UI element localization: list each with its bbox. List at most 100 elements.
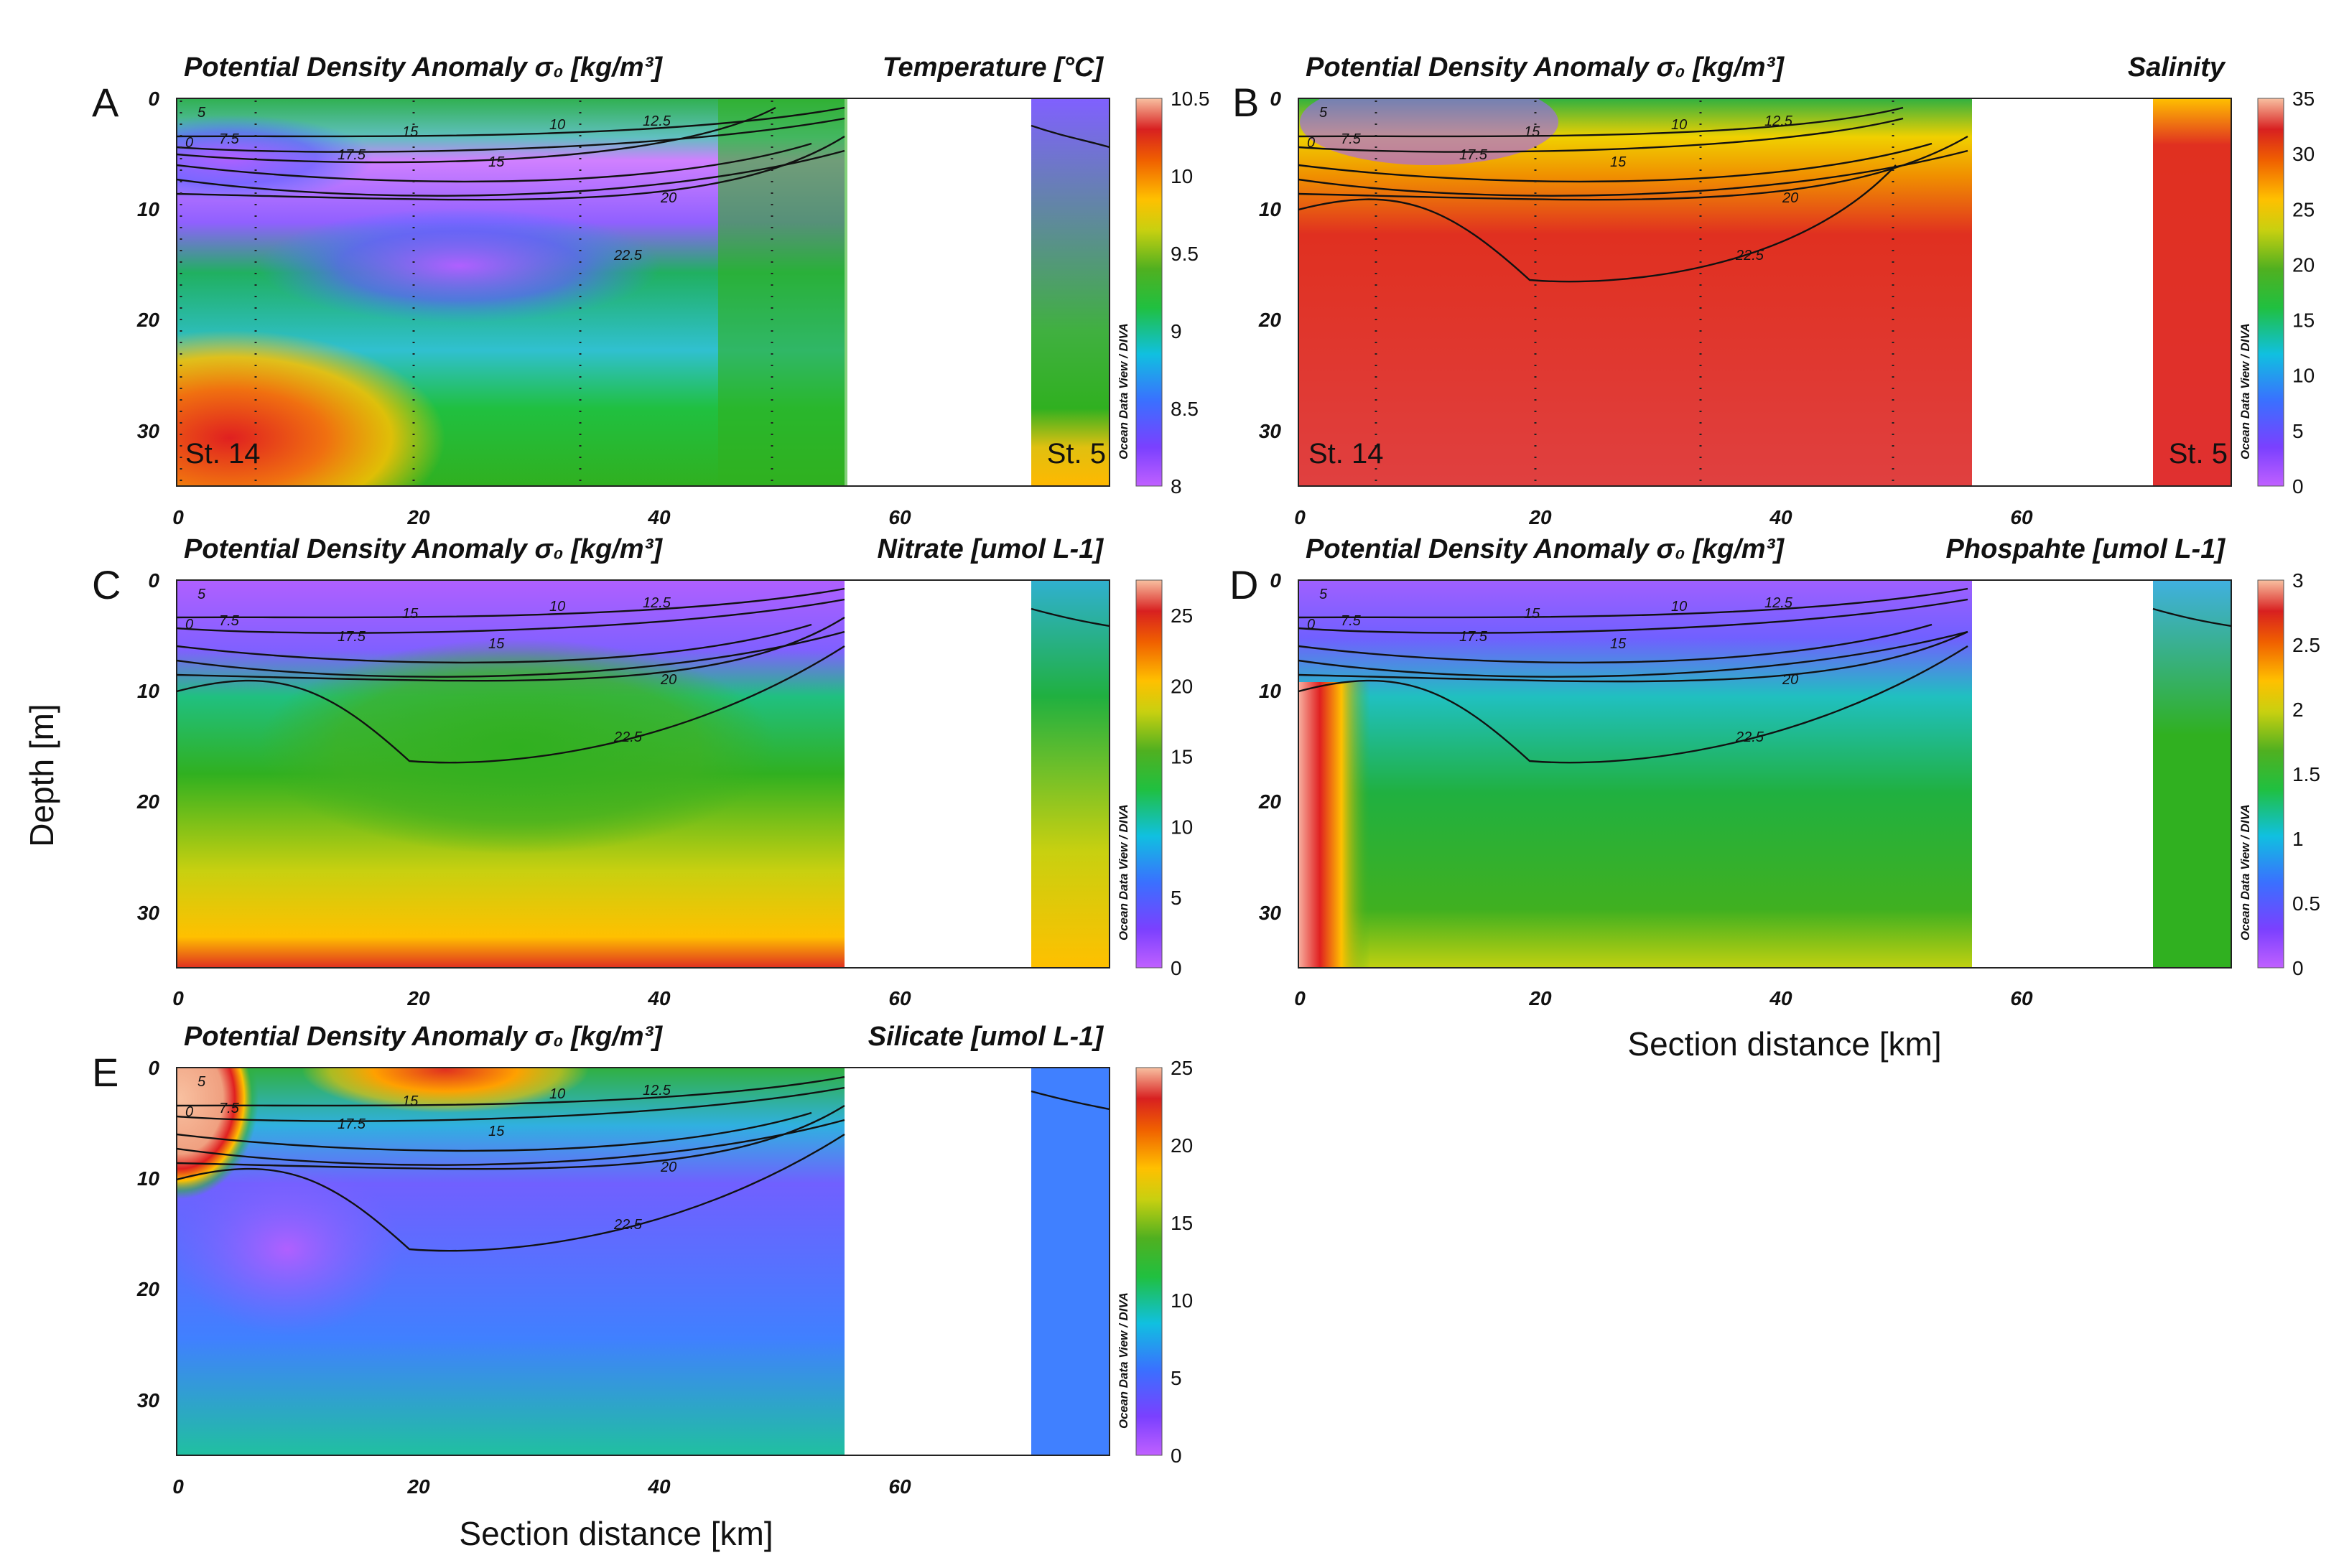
- colorbar-tick-label: 0: [1171, 957, 1182, 979]
- contour-label: 15: [488, 154, 505, 170]
- colorbar-ticks: 10.5 10 9.5 9 8.5 8: [1171, 88, 1210, 498]
- y-tick: 20: [1258, 309, 1282, 331]
- colorbar-tick-label: 10: [1171, 816, 1193, 839]
- contour-label: 10: [549, 117, 565, 133]
- colorbar-tick-label: 10: [2292, 365, 2315, 387]
- contour-label: 20: [1782, 190, 1798, 206]
- contour-label: 7.5: [219, 1101, 240, 1116]
- heatmap-field: [1298, 98, 2231, 486]
- x-tick: 40: [647, 1475, 671, 1498]
- contour-label: 12.5: [1764, 595, 1793, 611]
- x-tick: 60: [888, 1475, 911, 1498]
- station-left-label: St. 14: [185, 438, 261, 470]
- contour-label: 15: [1610, 154, 1627, 170]
- colorbar-tick-label: 20: [1171, 675, 1193, 697]
- panel-d: D Potential Density Anomaly σ₀ [kg/m³] P…: [1229, 534, 2320, 1009]
- contour-label: 5: [197, 1074, 206, 1090]
- watermark: Ocean Data View / DIVA: [2238, 804, 2252, 941]
- colorbar-tick-label: 25: [1171, 605, 1193, 627]
- y-tick: 10: [1259, 198, 1282, 220]
- x-tick: 0: [1294, 506, 1306, 528]
- panel-title-right: Temperature [°C]: [883, 52, 1104, 83]
- contour-label: 5: [197, 587, 206, 602]
- y-ticks: 0 10 20 30: [1258, 569, 1282, 924]
- colorbar-tick-label: 20: [1171, 1134, 1193, 1157]
- panel-title-right: Salinity: [2128, 52, 2226, 83]
- x-tick: 0: [172, 1475, 184, 1498]
- colorbar-tick-label: 5: [1171, 1367, 1182, 1389]
- contour-label: 12.5: [1764, 113, 1793, 129]
- y-tick: 10: [137, 680, 160, 702]
- panel-label: B: [1232, 80, 1259, 125]
- colorbar-gradient: [1135, 579, 1163, 969]
- contour-label: 22.5: [613, 1217, 643, 1233]
- y-tick: 0: [1270, 88, 1281, 110]
- contour-label: 7.5: [219, 131, 240, 147]
- x-tick: 40: [647, 987, 671, 1009]
- colorbar-tick-label: 35: [2292, 88, 2315, 110]
- contour-label: 15: [488, 636, 505, 652]
- y-tick: 30: [1259, 902, 1282, 924]
- x-tick: 0: [172, 506, 184, 528]
- y-tick: 30: [137, 1389, 160, 1411]
- contour-label: 10: [549, 599, 565, 615]
- x-ticks: 0 20 40 60: [172, 506, 911, 528]
- contour-label: 5: [1319, 587, 1328, 602]
- x-tick: 40: [647, 506, 671, 528]
- contours: [177, 587, 1110, 764]
- y-tick: 0: [148, 88, 159, 110]
- panel-title-left: Potential Density Anomaly σ₀ [kg/m³]: [1306, 52, 1785, 83]
- y-tick: 10: [1259, 680, 1282, 702]
- contour-label: 12.5: [643, 113, 671, 129]
- watermark: Ocean Data View / DIVA: [1117, 804, 1130, 941]
- colorbar-tick-label: 2.5: [2292, 634, 2320, 656]
- frame: [176, 579, 1110, 969]
- x-tick: 20: [406, 1475, 430, 1498]
- y-tick: 20: [136, 1278, 160, 1300]
- contour-label: 0: [1307, 135, 1315, 151]
- colorbar-tick-label: 5: [1171, 887, 1182, 909]
- contours: [177, 1075, 1110, 1252]
- contour-label: 12.5: [643, 1083, 671, 1098]
- contours: [1298, 587, 2231, 764]
- y-ticks: 0 10 20 30: [136, 1057, 160, 1411]
- contour-label: 22.5: [613, 248, 643, 263]
- x-tick: 20: [1528, 506, 1552, 528]
- contour-label: 17.5: [1459, 629, 1488, 645]
- contour-label: 22.5: [1735, 729, 1764, 745]
- station-right-label: St. 5: [1047, 438, 1106, 470]
- panel-e: E Potential Density Anomaly σ₀ [kg/m³] S…: [92, 1022, 1193, 1498]
- colorbar-tick-label: 15: [2292, 309, 2315, 332]
- colorbar-gradient: [1135, 98, 1163, 487]
- colorbar-tick-label: 0.5: [2292, 892, 2320, 915]
- x-axis-label-bottom: Section distance [km]: [459, 1515, 773, 1552]
- panel-c: C Potential Density Anomaly σ₀ [kg/m³] N…: [92, 534, 1193, 1009]
- contour-label: 20: [660, 672, 676, 688]
- panel-title-right: Phospahte [umol L-1]: [1946, 534, 2226, 564]
- colorbar-tick-label: 15: [1171, 745, 1193, 767]
- colorbar-ticks: 3 2.5 2 1.5 1 0.5 0: [2292, 569, 2320, 979]
- contour-label: 7.5: [219, 613, 240, 629]
- x-ticks: 0 20 40 60: [172, 987, 911, 1009]
- x-ticks: 0 20 40 60: [172, 1475, 911, 1498]
- panel-a: A Potential Density Anomaly σ₀ [kg/m³] T…: [92, 52, 1210, 528]
- x-tick: 60: [2010, 987, 2033, 1009]
- colorbar: 25 20 15 10 5 0 Ocean Data View / DIVA: [1117, 579, 1193, 979]
- contour-label: 15: [1524, 606, 1540, 622]
- x-ticks: 0 20 40 60: [1294, 987, 2033, 1009]
- contour-label: 15: [1524, 124, 1540, 140]
- contour-label: 10: [549, 1086, 565, 1102]
- frame: [1298, 579, 2232, 969]
- colorbar-tick-label: 8: [1171, 475, 1182, 498]
- colorbar-tick-label: 10: [1171, 1289, 1193, 1312]
- heatmap-field: [1298, 580, 2231, 968]
- y-tick: 0: [148, 1057, 159, 1079]
- y-tick: 30: [1259, 420, 1282, 442]
- contour-label: 0: [185, 135, 193, 151]
- contour-label: 22.5: [1735, 248, 1764, 263]
- colorbar-ticks: 35 30 25 20 15 10 5 0: [2292, 88, 2315, 498]
- x-tick: 60: [888, 506, 911, 528]
- station-right-label: St. 5: [2169, 438, 2228, 470]
- x-tick: 20: [406, 987, 430, 1009]
